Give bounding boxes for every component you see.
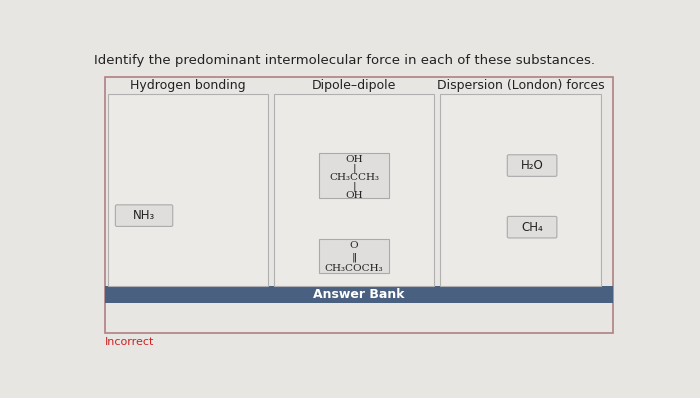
FancyBboxPatch shape [274,94,434,287]
FancyBboxPatch shape [319,239,389,273]
Text: Dipole–dipole: Dipole–dipole [312,79,396,92]
Text: CH₃COCH₃: CH₃COCH₃ [325,264,384,273]
Text: CH₃CCH₃: CH₃CCH₃ [329,173,379,182]
FancyBboxPatch shape [319,153,389,198]
Text: OH: OH [345,191,363,200]
Text: NH₃: NH₃ [133,209,155,222]
Text: Identify the predominant intermolecular force in each of these substances.: Identify the predominant intermolecular … [94,54,595,67]
Text: O: O [350,241,358,250]
FancyBboxPatch shape [104,77,613,333]
Text: Dispersion (London) forces: Dispersion (London) forces [437,79,604,92]
Text: CH₄: CH₄ [522,220,543,234]
FancyBboxPatch shape [116,205,173,226]
Text: Hydrogen bonding: Hydrogen bonding [130,79,246,92]
FancyBboxPatch shape [508,155,557,176]
Text: |: | [352,164,356,173]
FancyBboxPatch shape [104,287,613,303]
Text: ‖: ‖ [351,252,357,262]
FancyBboxPatch shape [508,217,557,238]
Text: OH: OH [345,155,363,164]
Text: H₂O: H₂O [521,159,543,172]
Text: |: | [352,181,356,191]
FancyBboxPatch shape [440,94,601,287]
FancyBboxPatch shape [108,94,268,287]
Text: Answer Bank: Answer Bank [313,289,405,301]
Text: Incorrect: Incorrect [104,337,154,347]
